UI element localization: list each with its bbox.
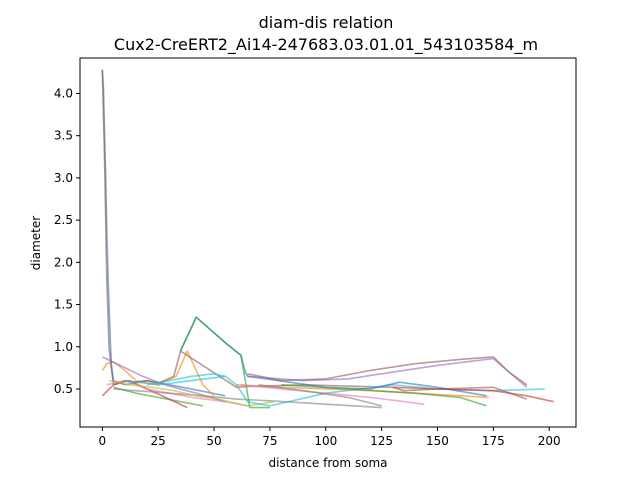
- x-tick-label: 125: [370, 434, 393, 448]
- series-line-9: [108, 379, 275, 407]
- series-line-13: [247, 356, 528, 386]
- x-tick-label: 100: [314, 434, 337, 448]
- y-tick-label: 1.5: [54, 298, 73, 312]
- chart-title: diam-dis relation: [259, 13, 394, 32]
- series-line-8: [113, 388, 382, 409]
- series-line-16: [240, 384, 425, 405]
- y-tick-label: 3.0: [54, 171, 73, 185]
- series-line-6: [101, 69, 528, 400]
- series-line-19: [146, 372, 226, 386]
- x-tick-label: 175: [482, 434, 505, 448]
- y-axis-label: diameter: [29, 216, 43, 270]
- series-layer: [101, 69, 554, 409]
- x-tick-label: 75: [262, 434, 277, 448]
- plot-frame: [79, 57, 577, 428]
- y-tick-label: 4.0: [54, 86, 73, 100]
- y-tick-label: 0.5: [54, 382, 73, 396]
- series-line-17: [281, 384, 487, 407]
- series-line-5: [101, 356, 226, 403]
- series-line-18: [392, 386, 554, 403]
- series-line-12: [179, 316, 270, 409]
- x-tick-label: 0: [99, 434, 107, 448]
- series-line-11: [179, 316, 487, 397]
- x-axis-ticks: 0 25 50 75 100 125 150 175 200: [99, 427, 561, 448]
- x-tick-label: 200: [538, 434, 561, 448]
- chart-subtitle: Cux2-CreERT2_Ai14-247683.03.01.01_543103…: [114, 35, 538, 55]
- y-tick-label: 3.5: [54, 129, 73, 143]
- y-tick-label: 1.0: [54, 340, 73, 354]
- x-tick-label: 50: [206, 434, 221, 448]
- series-line-20: [258, 384, 382, 407]
- y-tick-label: 2.0: [54, 255, 73, 269]
- y-axis-ticks: 0.5 1.0 1.5 2.0 2.5 3.0 3.5 4.0: [54, 86, 80, 396]
- series-line-3: [113, 386, 204, 407]
- series-line-14: [247, 357, 528, 388]
- y-tick-label: 2.5: [54, 213, 73, 227]
- series-line-1: [101, 69, 226, 397]
- x-tick-label: 150: [426, 434, 449, 448]
- x-tick-label: 25: [151, 434, 166, 448]
- x-axis-label: distance from soma: [268, 456, 387, 470]
